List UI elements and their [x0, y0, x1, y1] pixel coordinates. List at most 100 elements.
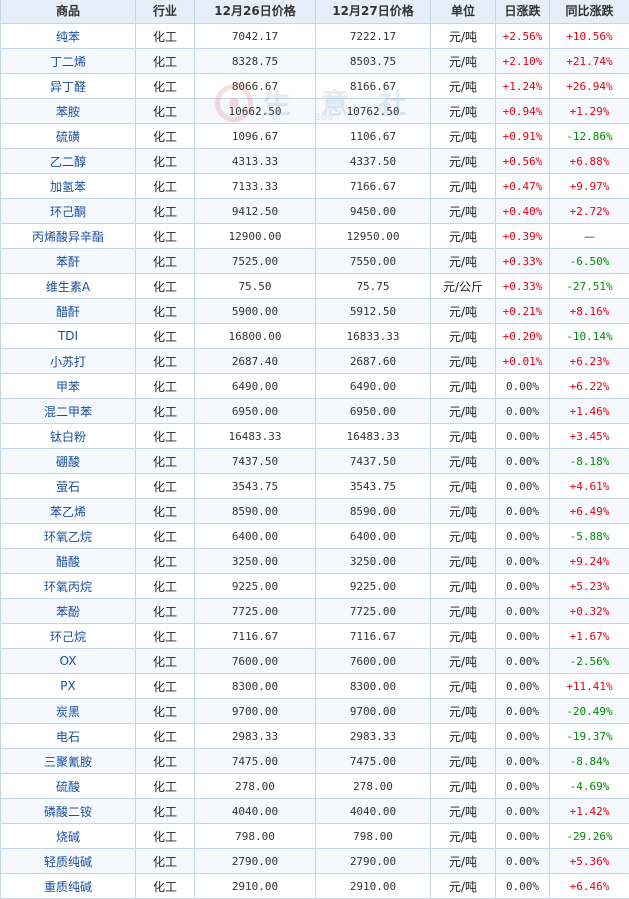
- price-dec26-cell: 1096.67: [195, 124, 316, 149]
- commodity-name-link[interactable]: 环氧丙烷: [1, 574, 136, 599]
- price-dec26-cell: 3250.00: [195, 549, 316, 574]
- daily-change-cell: +0.21%: [496, 299, 550, 324]
- daily-change-cell: +0.20%: [496, 324, 550, 349]
- commodity-name-link[interactable]: 重质纯碱: [1, 874, 136, 899]
- daily-change-cell: 0.00%: [496, 549, 550, 574]
- price-dec27-cell: 278.00: [316, 774, 431, 799]
- industry-cell: 化工: [136, 599, 195, 624]
- commodity-name-link[interactable]: 苯酐: [1, 249, 136, 274]
- yoy-change-cell: -19.37%: [550, 724, 629, 749]
- industry-cell: 化工: [136, 674, 195, 699]
- yoy-change-cell: -4.69%: [550, 774, 629, 799]
- yoy-change-cell: -29.26%: [550, 824, 629, 849]
- price-dec27-cell: 8300.00: [316, 674, 431, 699]
- unit-cell: 元/吨: [431, 849, 496, 874]
- yoy-change-cell: -12.86%: [550, 124, 629, 149]
- commodity-name-link[interactable]: 丙烯酸异辛酯: [1, 224, 136, 249]
- commodity-name-link[interactable]: 钛白粉: [1, 424, 136, 449]
- unit-cell: 元/吨: [431, 574, 496, 599]
- unit-cell: 元/吨: [431, 249, 496, 274]
- unit-cell: 元/吨: [431, 824, 496, 849]
- price-dec26-cell: 8300.00: [195, 674, 316, 699]
- commodity-name-link[interactable]: 萤石: [1, 474, 136, 499]
- price-dec26-cell: 3543.75: [195, 474, 316, 499]
- price-dec26-cell: 7133.33: [195, 174, 316, 199]
- commodity-name-link[interactable]: 加氢苯: [1, 174, 136, 199]
- industry-cell: 化工: [136, 624, 195, 649]
- commodity-name-link[interactable]: 异丁醛: [1, 74, 136, 99]
- daily-change-cell: 0.00%: [496, 474, 550, 499]
- unit-cell: 元/吨: [431, 699, 496, 724]
- commodity-name-link[interactable]: 轻质纯碱: [1, 849, 136, 874]
- price-dec27-cell: 3543.75: [316, 474, 431, 499]
- daily-change-cell: 0.00%: [496, 499, 550, 524]
- unit-cell: 元/吨: [431, 124, 496, 149]
- price-dec26-cell: 7600.00: [195, 649, 316, 674]
- commodity-name-link[interactable]: 硫酸: [1, 774, 136, 799]
- commodity-name-link[interactable]: 烧碱: [1, 824, 136, 849]
- industry-cell: 化工: [136, 224, 195, 249]
- unit-cell: 元/吨: [431, 99, 496, 124]
- commodity-name-link[interactable]: 炭黑: [1, 699, 136, 724]
- commodity-name-link[interactable]: PX: [1, 674, 136, 699]
- price-dec26-cell: 9412.50: [195, 199, 316, 224]
- price-dec26-cell: 278.00: [195, 774, 316, 799]
- commodity-name-link[interactable]: 环己酮: [1, 199, 136, 224]
- commodity-name-link[interactable]: 环氧乙烷: [1, 524, 136, 549]
- industry-cell: 化工: [136, 799, 195, 824]
- commodity-name-link[interactable]: TDI: [1, 324, 136, 349]
- commodity-name-link[interactable]: 醋酐: [1, 299, 136, 324]
- daily-change-cell: +0.47%: [496, 174, 550, 199]
- commodity-name-link[interactable]: 硼酸: [1, 449, 136, 474]
- header-unit: 单位: [431, 0, 496, 24]
- industry-cell: 化工: [136, 374, 195, 399]
- commodity-name-link[interactable]: 硫磺: [1, 124, 136, 149]
- commodity-name-link[interactable]: 苯胺: [1, 99, 136, 124]
- industry-cell: 化工: [136, 749, 195, 774]
- commodity-name-link[interactable]: 乙二醇: [1, 149, 136, 174]
- yoy-change-cell: +6.23%: [550, 349, 629, 374]
- daily-change-cell: +0.40%: [496, 199, 550, 224]
- commodity-name-link[interactable]: 苯酚: [1, 599, 136, 624]
- yoy-change-cell: -8.18%: [550, 449, 629, 474]
- commodity-name-link[interactable]: 混二甲苯: [1, 399, 136, 424]
- unit-cell: 元/吨: [431, 774, 496, 799]
- commodity-name-link[interactable]: 纯苯: [1, 24, 136, 49]
- daily-change-cell: 0.00%: [496, 674, 550, 699]
- commodity-name-link[interactable]: 苯乙烯: [1, 499, 136, 524]
- unit-cell: 元/吨: [431, 599, 496, 624]
- commodity-name-link[interactable]: 维生素A: [1, 274, 136, 299]
- commodity-name-link[interactable]: 小苏打: [1, 349, 136, 374]
- commodity-name-link[interactable]: 磷酸二铵: [1, 799, 136, 824]
- commodity-name-link[interactable]: 甲苯: [1, 374, 136, 399]
- price-dec26-cell: 8590.00: [195, 499, 316, 524]
- price-dec26-cell: 5900.00: [195, 299, 316, 324]
- commodity-name-link[interactable]: 醋酸: [1, 549, 136, 574]
- commodity-name-link[interactable]: 环己烷: [1, 624, 136, 649]
- commodity-name-link[interactable]: OX: [1, 649, 136, 674]
- price-dec26-cell: 7725.00: [195, 599, 316, 624]
- commodity-name-link[interactable]: 丁二烯: [1, 49, 136, 74]
- commodity-name-link[interactable]: 三聚氰胺: [1, 749, 136, 774]
- price-dec27-cell: 1106.67: [316, 124, 431, 149]
- header-row: 商品 行业 12月26日价格 12月27日价格 单位 日涨跌 同比涨跌: [1, 0, 629, 24]
- price-dec26-cell: 7525.00: [195, 249, 316, 274]
- yoy-change-cell: +6.49%: [550, 499, 629, 524]
- industry-cell: 化工: [136, 549, 195, 574]
- industry-cell: 化工: [136, 74, 195, 99]
- daily-change-cell: +2.10%: [496, 49, 550, 74]
- commodity-name-link[interactable]: 电石: [1, 724, 136, 749]
